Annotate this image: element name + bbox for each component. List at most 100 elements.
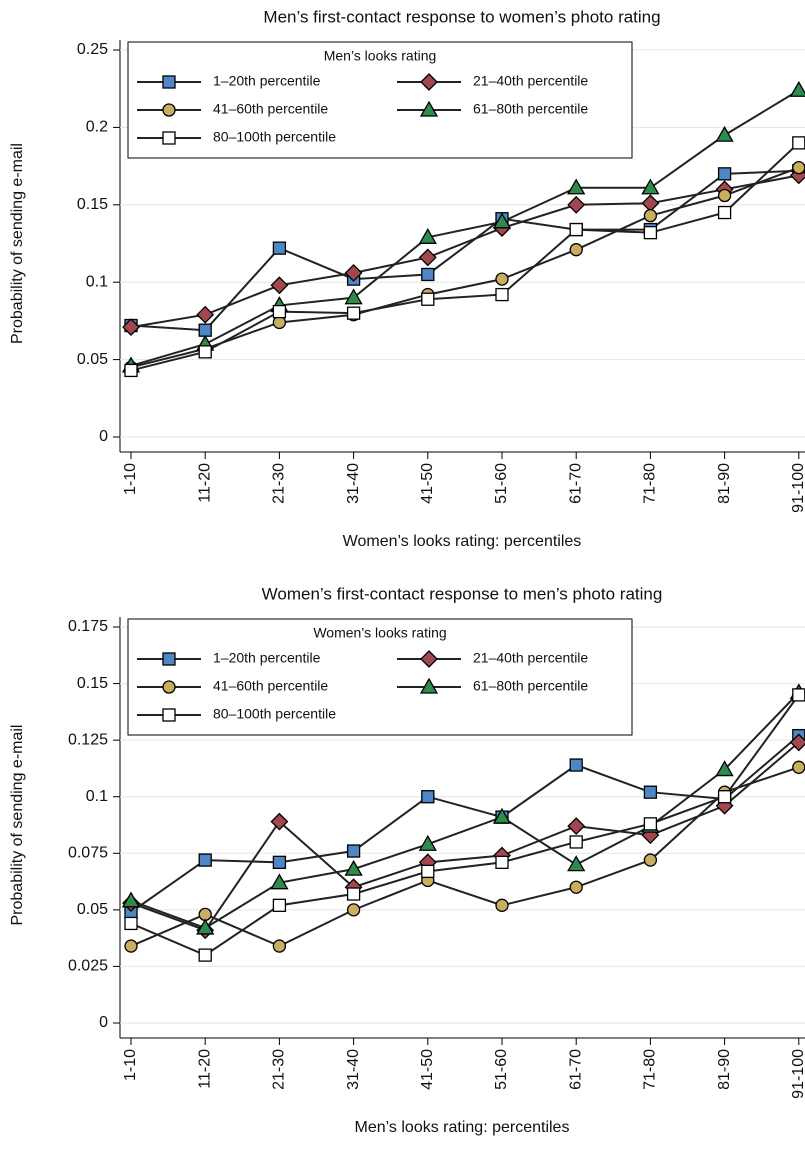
data-point (717, 790, 732, 804)
x-tick-label: 11-20 (196, 463, 213, 503)
data-point (569, 880, 583, 894)
data-point (421, 267, 435, 282)
x-tick-label: 1-10 (122, 1049, 139, 1081)
data-point (421, 292, 435, 306)
x-tick-label: 31-40 (345, 1049, 362, 1090)
x-tick-label: 31-40 (345, 463, 362, 504)
legend-label: 1–20th percentile (213, 650, 321, 666)
data-point (643, 785, 658, 799)
data-point (643, 226, 658, 240)
y-tick-label: 0.175 (68, 618, 108, 635)
y-tick-label: 0 (99, 1014, 108, 1031)
data-point (567, 178, 586, 195)
data-point (124, 939, 138, 953)
legend-label: 41–60th percentile (213, 678, 328, 694)
data-point (196, 918, 215, 935)
y-tick-label: 0.075 (68, 845, 108, 862)
series-line (130, 169, 799, 332)
legend-marker (420, 73, 438, 91)
legend-marker (162, 131, 176, 145)
x-tick-label: 21-30 (271, 463, 288, 504)
legend-marker (419, 100, 439, 117)
data-point (717, 167, 732, 181)
data-point (569, 243, 583, 257)
legend-marker (420, 650, 438, 668)
data-point (418, 834, 437, 851)
legend-label: 80–100th percentile (213, 706, 336, 722)
data-point (198, 948, 212, 962)
series-line (130, 766, 800, 948)
data-point (346, 903, 361, 917)
x-axis-title: Women’s looks rating: percentiles (343, 533, 582, 550)
x-tick-label: 11-20 (196, 1049, 213, 1089)
x-tick-label: 81-90 (716, 463, 733, 504)
x-tick-label: 61-70 (567, 1049, 584, 1090)
x-tick-label: 91-100 (790, 463, 805, 513)
y-tick-label: 0 (99, 428, 108, 445)
data-point (715, 125, 734, 142)
data-point (124, 363, 138, 378)
legend-label: 61–80th percentile (473, 678, 588, 694)
x-tick-label: 71-80 (642, 1049, 659, 1090)
data-point (567, 817, 586, 836)
chart-title: Women’s first-contact response to men’s … (262, 584, 663, 603)
data-point (418, 248, 437, 267)
y-axis-title: Probability of sending e-mail (9, 725, 26, 926)
data-point (567, 195, 586, 214)
data-point (792, 760, 805, 774)
y-tick-label: 0.15 (77, 196, 108, 213)
data-point (272, 304, 287, 319)
data-point (272, 241, 287, 255)
data-point (492, 807, 512, 824)
legend-label: 41–60th percentile (213, 101, 328, 117)
data-point (641, 178, 660, 195)
data-point (569, 758, 583, 772)
legend-marker (162, 103, 176, 117)
data-point (122, 318, 140, 337)
y-axis-title: Probability of sending e-mail (9, 143, 26, 344)
x-tick-label: 1-10 (122, 463, 139, 495)
legend-label: 21–40th percentile (473, 650, 588, 666)
data-point (418, 227, 437, 244)
x-tick-label: 51-60 (493, 463, 510, 504)
data-point (121, 891, 141, 908)
legend-title: Men’s looks rating (324, 48, 437, 64)
y-tick-label: 0.1 (86, 273, 108, 290)
x-tick-label: 41-50 (419, 1049, 436, 1090)
data-point (567, 855, 586, 872)
y-tick-label: 0.2 (86, 119, 108, 136)
data-point (421, 864, 435, 879)
y-tick-label: 0.1 (86, 788, 108, 805)
legend-box (127, 618, 633, 736)
data-point (198, 345, 212, 359)
data-point (569, 222, 583, 237)
x-tick-label: 61-70 (567, 463, 584, 504)
series-line (130, 89, 800, 367)
data-point (492, 212, 512, 229)
series-line (130, 694, 800, 957)
series-line (130, 166, 800, 369)
x-tick-label: 51-60 (493, 1049, 510, 1090)
data-point (569, 835, 583, 849)
legend-marker (162, 652, 176, 666)
data-point (789, 80, 805, 97)
y-tick-label: 0.025 (68, 958, 108, 975)
data-point (643, 853, 658, 867)
legend-marker (162, 680, 176, 694)
data-point (272, 898, 287, 912)
x-tick-label: 81-90 (716, 1049, 733, 1090)
data-point (421, 790, 435, 804)
data-point (344, 288, 363, 305)
series-line (130, 174, 799, 329)
data-point (495, 898, 509, 912)
chart-title: Men’s first-contact response to women’s … (263, 7, 660, 26)
series-line (130, 691, 800, 930)
data-point (198, 323, 212, 337)
series-line (130, 734, 800, 913)
data-point (272, 939, 287, 953)
data-point (198, 853, 212, 867)
data-point (270, 276, 289, 295)
data-point (643, 208, 658, 223)
x-tick-label: 71-80 (642, 463, 659, 504)
